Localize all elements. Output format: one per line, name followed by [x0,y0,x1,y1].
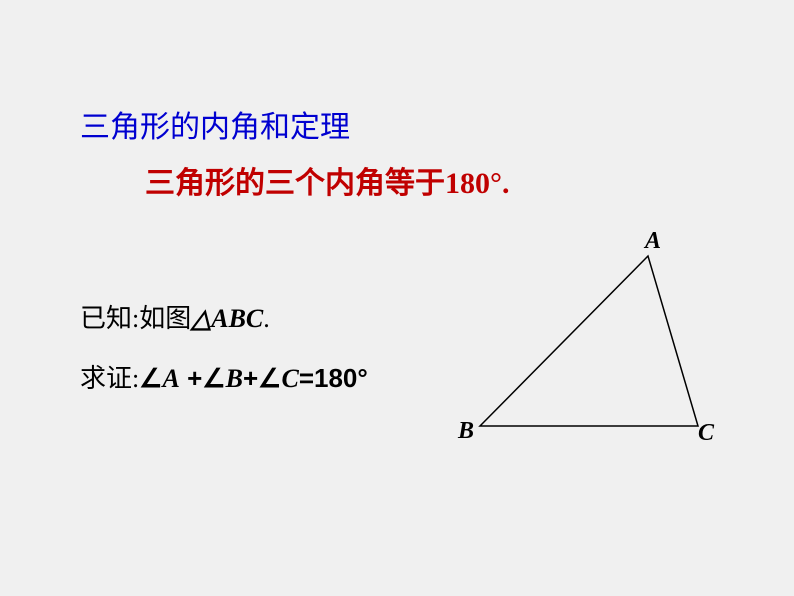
vertex-label-b: B [458,418,474,445]
angle-sym-2: ∠ [202,363,225,393]
triangle-diagram: A B C [430,228,750,448]
theorem-statement: 三角形的三个内角等于180°. [145,158,510,202]
triangle-name: ABC [211,304,263,333]
theorem-prefix: 三角形的三个内角等于 [145,167,445,200]
prove-label: 求证: [80,364,139,393]
plus-1: + [180,363,202,393]
given-label: 已知:如图 [80,304,191,333]
vertex-label-c: C [698,420,714,447]
vertex-label-a: A [645,228,661,255]
given-end: . [263,304,270,333]
theorem-value: 180° [445,167,502,200]
angle-a: A [163,364,180,393]
triangle-shape [480,256,698,426]
triangle-symbol: △ [191,304,211,333]
angle-sym-1: ∠ [139,363,162,393]
angle-b: B [226,364,243,393]
triangle-svg [430,228,750,448]
given-statement: 已知:如图△ABC. [80,298,270,335]
theorem-title: 三角形的内角和定理 [80,102,350,146]
equals-180: =180° [299,363,368,393]
angle-sym-3: ∠ [258,363,281,393]
prove-statement: 求证:∠A +∠B+∠C=180° [80,358,368,395]
plus-2: + [243,363,258,393]
angle-c: C [281,364,298,393]
theorem-suffix: . [502,167,510,200]
